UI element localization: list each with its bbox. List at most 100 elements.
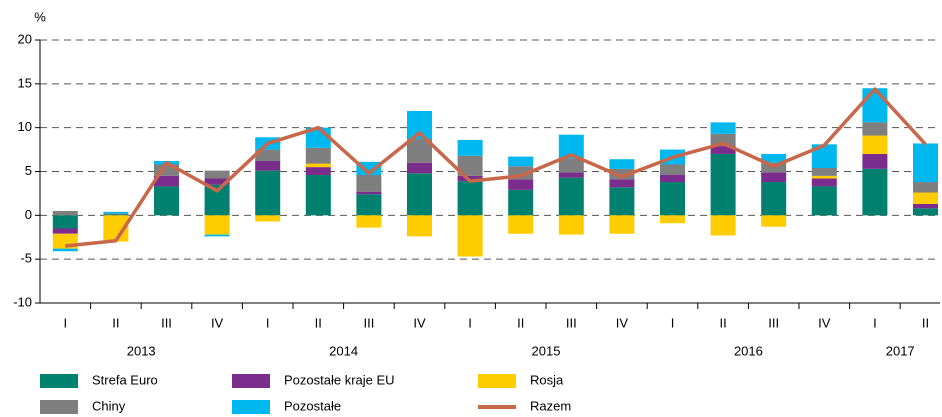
bar-segment [609, 179, 635, 188]
x-tick-label: IV [211, 315, 224, 330]
year-label: 2014 [329, 343, 358, 358]
bar-segment [660, 182, 685, 216]
bar-segment [558, 134, 584, 159]
x-tick-label: III [768, 315, 779, 330]
x-tick-label: III [363, 315, 374, 330]
bar-segment [407, 162, 432, 174]
bar-segment [508, 189, 534, 216]
bar-segment [558, 158, 584, 173]
bar-segment [913, 192, 938, 204]
x-tick-label: III [566, 315, 577, 330]
bar-segment [710, 153, 736, 216]
bar-segment [710, 215, 736, 236]
bar-segment [609, 168, 635, 180]
year-label: 2013 [127, 343, 156, 358]
bar-segment [255, 170, 281, 216]
legend-swatch [40, 400, 78, 414]
bar-segment [862, 168, 888, 216]
bar-segment [356, 191, 382, 195]
bar-segment [305, 175, 331, 216]
bar-segment [356, 161, 382, 176]
y-tick-label: -10 [13, 294, 32, 309]
legend-label: Pozostałe [284, 398, 341, 413]
bar-segment [811, 175, 837, 179]
bar-segment [710, 122, 736, 134]
bar-segment [862, 88, 888, 123]
legend-label: Strefa Euro [92, 372, 158, 387]
bar-segment [660, 215, 685, 224]
bar-segment [811, 186, 837, 216]
x-tick-label: II [719, 315, 726, 330]
bar-segment [761, 153, 787, 163]
bar-segment [710, 146, 736, 154]
x-tick-label: IV [413, 315, 426, 330]
bar-segment [811, 144, 837, 168]
bar-segment [356, 175, 382, 192]
year-label: 2015 [532, 343, 561, 358]
bar-segment [407, 139, 432, 163]
bar-segment [103, 211, 129, 214]
legend-swatch [478, 374, 516, 388]
y-tick-label: 0 [25, 207, 32, 222]
y-axis-label: % [34, 9, 46, 24]
legend-swatch [232, 374, 270, 388]
bar-segment [558, 215, 584, 235]
x-tick-label: III [161, 315, 172, 330]
year-label: 2016 [734, 343, 763, 358]
x-tick-label: IV [616, 315, 629, 330]
bar-segment [52, 228, 78, 234]
bar-segment [862, 122, 888, 136]
y-tick-label: 10 [18, 119, 32, 134]
bar-segment [305, 147, 331, 164]
bar-segment [52, 210, 78, 216]
bar-segment [558, 177, 584, 216]
bar-segment [558, 172, 584, 178]
bar-segment [103, 214, 129, 216]
bar-segment [457, 155, 483, 176]
bar-segment [761, 172, 787, 183]
bar-segment [204, 215, 230, 235]
bar-segment [154, 175, 179, 187]
y-tick-label: 15 [18, 75, 32, 90]
legend-label: Chiny [92, 398, 126, 413]
legend-swatch [232, 400, 270, 414]
bar-segment [660, 175, 685, 183]
bar-segment [761, 215, 787, 227]
bar-segment [913, 208, 938, 216]
legend-label: Rosja [530, 372, 564, 387]
bar-segment [305, 167, 331, 176]
bar-segment [204, 170, 230, 179]
bar-segment [356, 215, 382, 228]
x-tick-label: I [468, 315, 472, 330]
legend-label: Razem [530, 398, 571, 413]
bar-segment [204, 234, 230, 237]
x-tick-label: IV [818, 315, 831, 330]
bar-segment [204, 178, 230, 185]
bar-segment [356, 194, 382, 216]
bar-segment [508, 179, 534, 190]
bar-segment [811, 167, 837, 176]
x-tick-label: I [873, 315, 877, 330]
bar-segment [862, 153, 888, 169]
bar-segment [457, 175, 483, 182]
bar-segment [710, 133, 736, 147]
bar-segment [407, 173, 432, 216]
bar-segment [457, 215, 483, 257]
legend-label: Pozostałe kraje EU [284, 372, 395, 387]
bar-segment [508, 215, 534, 234]
x-tick-label: I [266, 315, 270, 330]
x-tick-label: II [517, 315, 524, 330]
bar-segment [457, 139, 483, 156]
y-tick-label: 5 [25, 163, 32, 178]
bar-segment [154, 186, 179, 216]
bar-segment [761, 182, 787, 216]
bar-segment [811, 178, 837, 187]
bar-segment [609, 159, 635, 169]
bar-segment [52, 215, 78, 229]
x-tick-label: II [922, 315, 929, 330]
bar-segment [255, 160, 281, 171]
bar-segment [52, 248, 78, 252]
y-tick-label: 20 [18, 31, 32, 46]
bar-segment [913, 203, 938, 209]
